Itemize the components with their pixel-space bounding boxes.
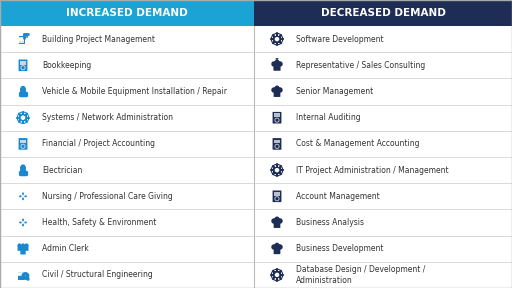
FancyBboxPatch shape — [273, 92, 281, 97]
FancyBboxPatch shape — [273, 271, 281, 278]
Ellipse shape — [19, 195, 23, 197]
Circle shape — [275, 243, 279, 247]
Circle shape — [276, 198, 278, 200]
Text: Vehicle & Mobile Equipment Installation / Repair: Vehicle & Mobile Equipment Installation … — [42, 87, 227, 96]
FancyBboxPatch shape — [18, 272, 25, 280]
Ellipse shape — [22, 197, 24, 200]
Text: Senior Management: Senior Management — [296, 87, 373, 96]
Ellipse shape — [24, 221, 27, 223]
FancyBboxPatch shape — [274, 113, 280, 117]
Circle shape — [275, 145, 279, 148]
FancyBboxPatch shape — [20, 272, 24, 275]
Circle shape — [22, 67, 24, 69]
Circle shape — [275, 37, 279, 41]
FancyBboxPatch shape — [18, 138, 28, 150]
Text: Database Design / Development /
Administration: Database Design / Development / Administ… — [296, 265, 425, 285]
Text: Bookkeeping: Bookkeeping — [42, 61, 91, 70]
Ellipse shape — [19, 221, 23, 223]
Text: Nursing / Professional Care Giving: Nursing / Professional Care Giving — [42, 192, 173, 201]
Circle shape — [275, 168, 279, 172]
FancyBboxPatch shape — [18, 272, 22, 275]
Text: Software Development: Software Development — [296, 35, 383, 43]
Ellipse shape — [22, 223, 24, 226]
Text: Building Project Management: Building Project Management — [42, 35, 155, 43]
FancyBboxPatch shape — [272, 190, 282, 202]
Text: Electrician: Electrician — [42, 166, 82, 175]
Circle shape — [25, 244, 28, 247]
Text: INCREASED DEMAND: INCREASED DEMAND — [66, 8, 188, 18]
FancyBboxPatch shape — [19, 37, 23, 39]
Circle shape — [22, 221, 24, 223]
Circle shape — [22, 116, 25, 119]
Ellipse shape — [22, 219, 24, 222]
FancyBboxPatch shape — [20, 165, 26, 166]
Text: Cost & Management Accounting: Cost & Management Accounting — [296, 139, 419, 148]
FancyBboxPatch shape — [22, 40, 24, 43]
Text: Systems / Network Administration: Systems / Network Administration — [42, 113, 173, 122]
Text: IT Project Administration / Management: IT Project Administration / Management — [296, 166, 449, 175]
FancyBboxPatch shape — [20, 88, 26, 92]
FancyBboxPatch shape — [272, 138, 282, 150]
FancyBboxPatch shape — [17, 245, 29, 251]
Circle shape — [275, 273, 279, 276]
Circle shape — [22, 145, 24, 147]
FancyBboxPatch shape — [22, 38, 24, 41]
Text: Admin Clerk: Admin Clerk — [42, 244, 89, 253]
FancyBboxPatch shape — [274, 62, 280, 67]
Text: Internal Auditing: Internal Auditing — [296, 113, 360, 122]
Circle shape — [275, 86, 279, 90]
Text: Financial / Project Accounting: Financial / Project Accounting — [42, 139, 155, 148]
Text: Health, Safety & Environment: Health, Safety & Environment — [42, 218, 156, 227]
FancyBboxPatch shape — [274, 219, 280, 223]
Text: Civil / Structural Engineering: Civil / Structural Engineering — [42, 270, 153, 279]
Circle shape — [21, 87, 25, 90]
FancyBboxPatch shape — [272, 112, 282, 124]
FancyBboxPatch shape — [20, 167, 26, 171]
FancyBboxPatch shape — [20, 139, 26, 143]
FancyBboxPatch shape — [274, 88, 280, 92]
FancyBboxPatch shape — [274, 192, 280, 196]
FancyBboxPatch shape — [273, 249, 281, 254]
FancyBboxPatch shape — [20, 250, 26, 255]
FancyBboxPatch shape — [19, 36, 25, 44]
FancyBboxPatch shape — [273, 223, 281, 228]
FancyBboxPatch shape — [18, 60, 28, 71]
Text: Account Management: Account Management — [296, 192, 380, 201]
FancyBboxPatch shape — [20, 87, 26, 88]
Text: Business Development: Business Development — [296, 244, 383, 253]
Circle shape — [275, 217, 279, 221]
FancyBboxPatch shape — [274, 245, 280, 250]
Circle shape — [21, 165, 25, 169]
FancyBboxPatch shape — [19, 38, 23, 41]
FancyBboxPatch shape — [273, 36, 281, 43]
Text: DECREASED DEMAND: DECREASED DEMAND — [321, 8, 445, 18]
Circle shape — [276, 145, 278, 147]
Circle shape — [275, 197, 279, 200]
FancyBboxPatch shape — [20, 273, 24, 276]
FancyBboxPatch shape — [20, 61, 26, 65]
Circle shape — [21, 145, 25, 148]
Circle shape — [22, 244, 25, 247]
Circle shape — [276, 119, 278, 121]
FancyBboxPatch shape — [273, 66, 281, 71]
FancyBboxPatch shape — [19, 40, 23, 43]
FancyBboxPatch shape — [19, 114, 27, 121]
Bar — [254, 0, 512, 26]
FancyBboxPatch shape — [274, 139, 280, 143]
Text: Business Analysis: Business Analysis — [296, 218, 364, 227]
Wedge shape — [275, 58, 279, 60]
Text: Representative / Sales Consulting: Representative / Sales Consulting — [296, 61, 425, 70]
FancyBboxPatch shape — [22, 37, 24, 39]
FancyBboxPatch shape — [273, 166, 281, 174]
Ellipse shape — [22, 192, 24, 196]
Circle shape — [18, 244, 21, 247]
Circle shape — [21, 66, 25, 70]
FancyBboxPatch shape — [18, 273, 22, 276]
Circle shape — [275, 118, 279, 122]
Bar — [0, 0, 254, 26]
Circle shape — [275, 60, 279, 64]
Circle shape — [22, 195, 24, 197]
Ellipse shape — [24, 195, 27, 197]
